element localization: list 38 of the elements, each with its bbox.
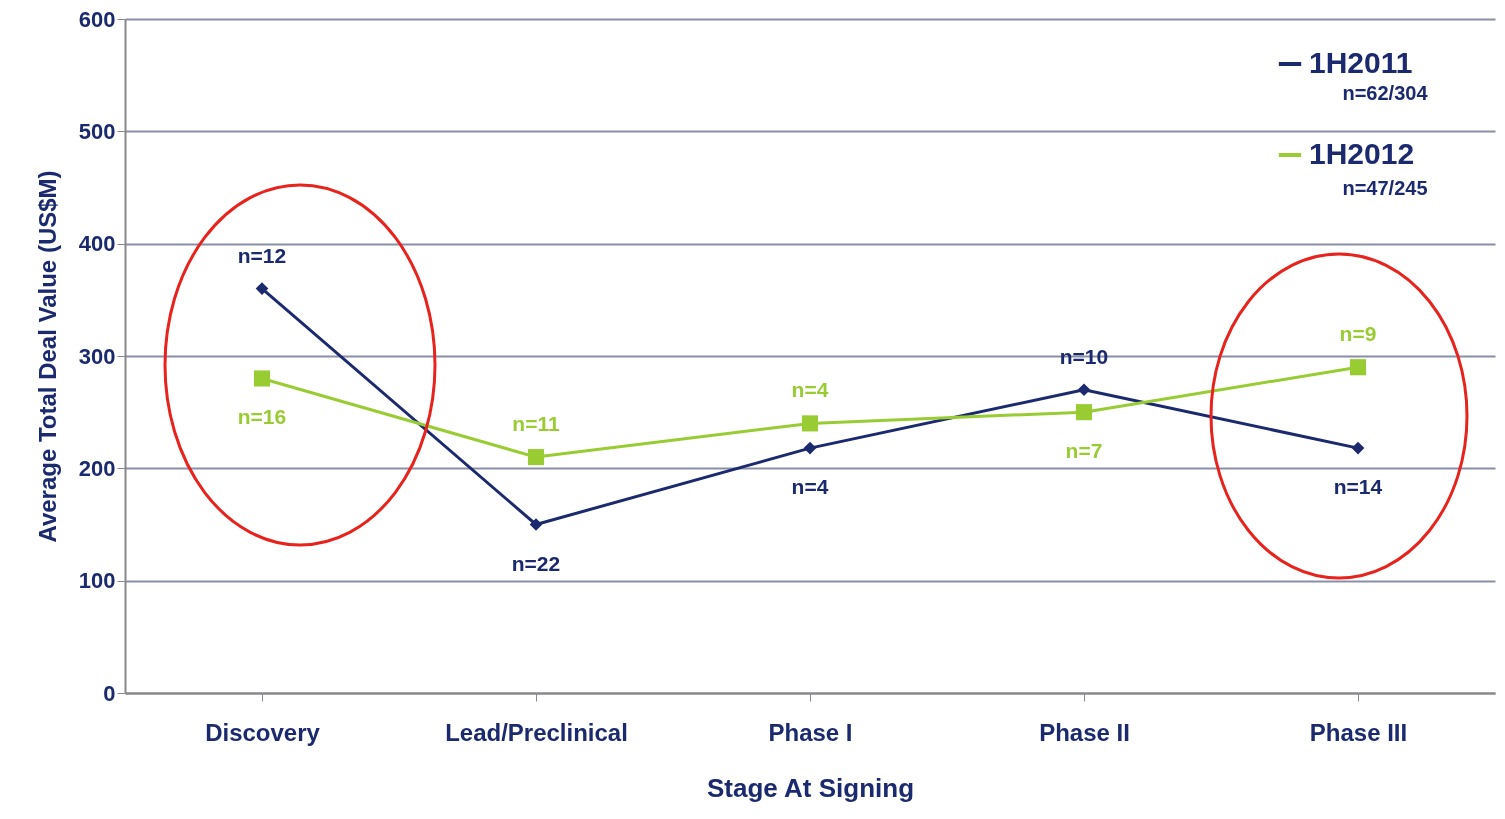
legend-label: 1H2012	[1309, 137, 1415, 170]
annotation: n=16	[237, 405, 287, 429]
x-tick-label: Lead/Preclinical	[445, 718, 628, 746]
y-tick-label: 100	[78, 568, 116, 594]
x-tick-label: Phase I	[768, 718, 853, 746]
x-tick-label: Phase II	[1039, 718, 1130, 746]
point	[529, 518, 543, 531]
point	[1351, 441, 1365, 455]
annotation: n=12	[237, 243, 287, 267]
x-tick-label: Discovery	[205, 718, 321, 746]
point	[1075, 404, 1093, 421]
annotation: n=11	[512, 412, 560, 436]
point	[803, 441, 817, 455]
point	[255, 282, 269, 295]
annotation: n=4	[791, 475, 829, 499]
y-tick-label: 600	[78, 6, 116, 32]
annotation: n=62/304	[1342, 82, 1429, 104]
x-tick-label: Phase III	[1309, 718, 1408, 746]
annotation: n=4	[791, 378, 829, 402]
point	[1077, 383, 1091, 397]
annotation: n=14	[1333, 475, 1383, 499]
point	[801, 415, 819, 432]
x-axis-title: Stage At Signing	[706, 772, 915, 803]
y-tick-label: 0	[103, 680, 116, 706]
point	[1349, 359, 1367, 376]
legend-label: 1H2011	[1309, 46, 1413, 79]
y-tick-label: 200	[78, 455, 116, 481]
annotation: n=9	[1339, 322, 1377, 346]
y-tick-label: 400	[78, 231, 116, 257]
annotation: n=47/245	[1342, 177, 1428, 199]
annotation: n=10	[1059, 344, 1109, 368]
y-axis-title: Average Total Deal Value (US$M)	[33, 170, 61, 543]
point	[253, 370, 271, 387]
annotation: n=22	[511, 551, 561, 575]
point	[527, 449, 545, 466]
y-tick-label: 500	[78, 118, 116, 144]
y-tick-label: 300	[78, 343, 116, 369]
annotation: n=7	[1065, 439, 1103, 463]
